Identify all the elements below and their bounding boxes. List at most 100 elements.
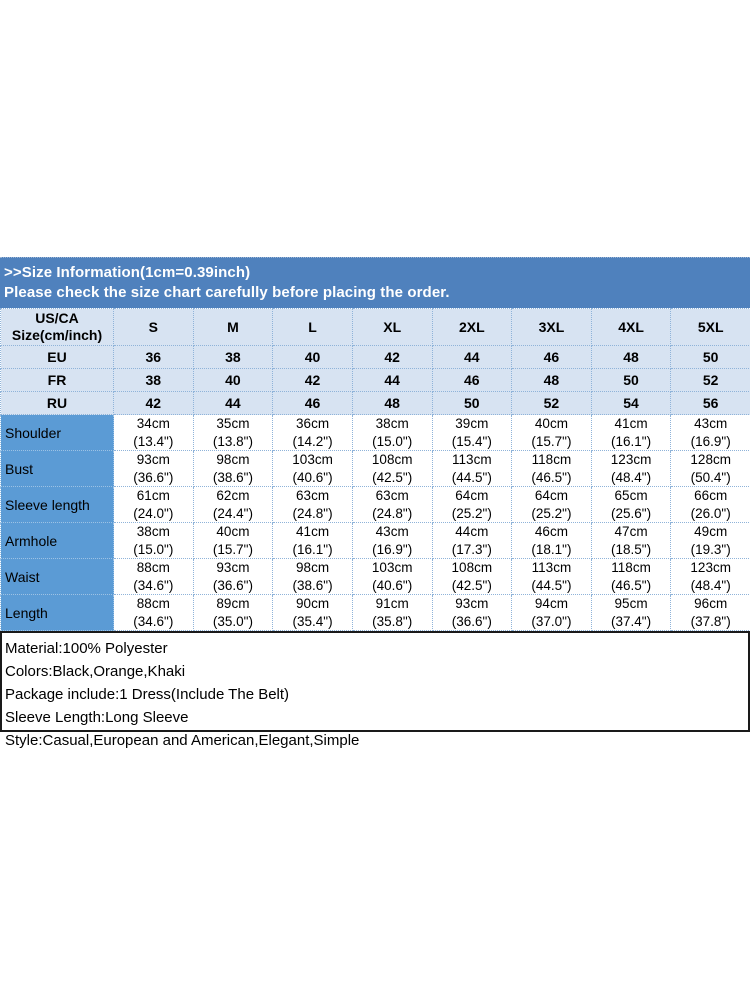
region-value: 36 [113,345,194,369]
measurement-value: 41cm (16.1") [272,522,353,559]
measurement-value: 40cm (15.7") [511,414,592,451]
measurement-value: 34cm (13.4") [113,414,194,451]
measurement-value: 90cm (35.4") [272,594,353,631]
measurement-value: 41cm (16.1") [590,414,672,451]
region-value: 50 [590,368,672,392]
region-value: 50 [670,345,750,369]
region-value: 48 [590,345,672,369]
measurement-row: Shoulder 34cm (13.4") 35cm (13.8") 36cm (14… [0,414,750,451]
banner-subtitle: Please check the size chart carefully be… [4,284,450,301]
measurement-value: 96cm (37.8") [670,594,750,631]
measurement-value: 91cm (35.8") [351,594,433,631]
measurement-value: 38cm (15.0") [351,414,433,451]
measurement-value: 94cm (37.0") [511,594,592,631]
measurement-value: 38cm (15.0") [113,522,194,559]
region-value: 44 [192,391,274,415]
measurement-value: 95cm (37.4") [590,594,672,631]
measurement-value: 128cm (50.4") [670,450,750,487]
region-value: 46 [431,368,513,392]
measurement-value: 93cm (36.6") [113,450,194,487]
measurement-value: 40cm (15.7") [192,522,274,559]
size-col-header: 3XL [511,308,592,346]
size-col-header: 4XL [590,308,672,346]
measurement-value: 88cm (34.6") [113,594,194,631]
size-col-header: XL [351,308,433,346]
product-info-box: Material:100% Polyester Colors:Black,Oran… [0,631,750,749]
measurement-value: 49cm (19.3") [670,522,750,559]
region-label: EU [0,345,114,369]
measurement-value: 89cm (35.0") [192,594,274,631]
product-info-line: Package include:1 Dress(Include The Belt… [5,686,290,704]
measurement-value: 35cm (13.8") [192,414,274,451]
measurement-row: Length 88cm (34.6") 89cm (35.0") 90cm (35.4… [0,594,750,631]
region-value: 46 [511,345,592,369]
measurement-label: Armhole [0,522,114,559]
measurement-value: 43cm (16.9") [670,414,750,451]
size-col-header: L [272,308,353,346]
region-value: 50 [431,391,513,415]
corner-header: US/CA Size(cm/inch) [0,308,114,346]
measurement-value: 103cm (40.6") [351,558,433,595]
size-info-banner: >>Size Information(1cm=0.39inch) Please … [0,257,750,308]
region-value: 48 [351,391,433,415]
measurement-value: 46cm (18.1") [511,522,592,559]
region-value: 56 [670,391,750,415]
region-label: RU [0,391,114,415]
measurement-value: 98cm (38.6") [192,450,274,487]
region-value: 52 [670,368,750,392]
measurement-value: 63cm (24.8") [272,486,353,523]
measurement-value: 93cm (36.6") [192,558,274,595]
measurement-value: 39cm (15.4") [431,414,513,451]
product-info-line: Style:Casual,European and American,Elega… [5,732,360,750]
measurement-value: 98cm (38.6") [272,558,353,595]
measurement-value: 36cm (14.2") [272,414,353,451]
measurement-value: 65cm (25.6") [590,486,672,523]
region-row: EU 36 38 40 42 44 46 48 50 [0,345,750,369]
measurement-value: 93cm (36.6") [431,594,513,631]
region-row: FR 38 40 42 44 46 48 50 52 [0,368,750,392]
product-info-line: Sleeve Length:Long Sleeve [5,709,189,727]
measurement-value: 64cm (25.2") [431,486,513,523]
size-table: US/CA Size(cm/inch) S M L XL 2XL 3XL 4XL 5XL EU… [0,308,750,631]
size-table-header-row: US/CA Size(cm/inch) S M L XL 2XL 3XL 4XL 5XL [0,308,750,346]
measurement-value: 43cm (16.9") [351,522,433,559]
region-value: 40 [272,345,353,369]
size-col-header: M [192,308,274,346]
size-col-header: 5XL [670,308,750,346]
region-value: 44 [351,368,433,392]
measurement-label: Shoulder [0,414,114,451]
measurement-value: 123cm (48.4") [590,450,672,487]
measurement-value: 118cm (46.5") [590,558,672,595]
product-info-line: Colors:Black,Orange,Khaki [5,663,186,681]
region-value: 42 [113,391,194,415]
measurement-value: 108cm (42.5") [431,558,513,595]
region-row: RU 42 44 46 48 50 52 54 56 [0,391,750,415]
measurement-value: 113cm (44.5") [431,450,513,487]
measurement-value: 103cm (40.6") [272,450,353,487]
measurement-row: Bust 93cm (36.6") 98cm (38.6") 103cm (40.6"… [0,450,750,487]
measurement-value: 44cm (17.3") [431,522,513,559]
size-col-header: 2XL [431,308,513,346]
measurement-value: 113cm (44.5") [511,558,592,595]
measurement-row: Waist 88cm (34.6") 93cm (36.6") 98cm (38.6"… [0,558,750,595]
measurement-label: Waist [0,558,114,595]
product-info-line: Material:100% Polyester [5,640,168,657]
region-value: 54 [590,391,672,415]
region-value: 40 [192,368,274,392]
region-value: 52 [511,391,592,415]
size-col-header: S [113,308,194,346]
measurement-value: 63cm (24.8") [351,486,433,523]
measurement-value: 118cm (46.5") [511,450,592,487]
measurement-row: Sleeve length 61cm (24.0") 62cm (24.4") 63c… [0,486,750,523]
banner-title: >>Size Information(1cm=0.39inch) [4,264,251,281]
region-value: 46 [272,391,353,415]
region-value: 42 [351,345,433,369]
measurement-row: Armhole 38cm (15.0") 40cm (15.7") 41cm (16.… [0,522,750,559]
size-chart-content: >>Size Information(1cm=0.39inch) Please … [0,257,750,749]
measurement-value: 47cm (18.5") [590,522,672,559]
measurement-value: 64cm (25.2") [511,486,592,523]
measurement-value: 108cm (42.5") [351,450,433,487]
measurement-value: 61cm (24.0") [113,486,194,523]
region-value: 44 [431,345,513,369]
